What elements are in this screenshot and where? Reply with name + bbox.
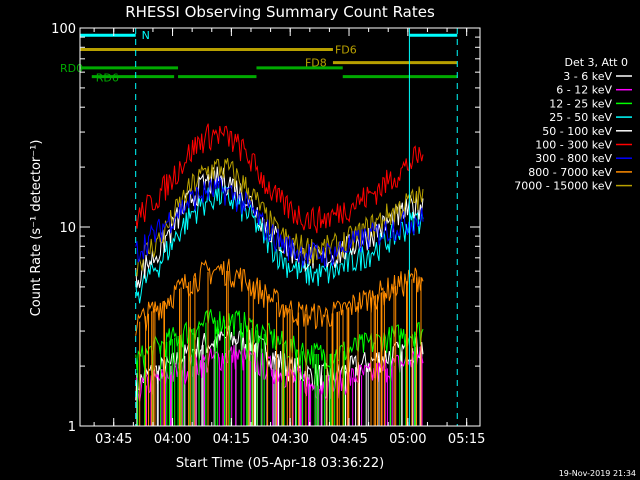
state-bar-n: N xyxy=(80,29,458,42)
state-bar-label: FD6 xyxy=(335,43,357,56)
series-800-7000-kev xyxy=(135,258,424,426)
series-300-800-kev xyxy=(135,175,424,268)
x-tick-label: 05:00 xyxy=(389,432,426,447)
series-25-50-kev xyxy=(135,182,424,304)
y-tick-label: 10 xyxy=(59,221,76,236)
legend-entry: 100 - 300 keV xyxy=(535,139,632,152)
legend-entry: 7000 - 15000 keV xyxy=(514,180,632,193)
legend-entry: 300 - 800 keV xyxy=(535,152,632,165)
legend-label: 50 - 100 keV xyxy=(542,125,612,138)
series-100-300-kev xyxy=(135,123,424,234)
x-tick-label: 03:45 xyxy=(95,432,132,447)
y-tick-label: 1 xyxy=(68,420,76,435)
legend-label: 25 - 50 keV xyxy=(549,111,612,124)
state-bar-rd0: RD0 xyxy=(60,62,343,75)
x-tick-label: 04:00 xyxy=(154,432,191,447)
x-axis-label: Start Time (05-Apr-18 03:36:22) xyxy=(176,456,384,471)
x-tick-label: 04:30 xyxy=(271,432,308,447)
series-line xyxy=(135,123,424,234)
legend-entry: 800 - 7000 keV xyxy=(528,166,632,179)
legend-label: 300 - 800 keV xyxy=(535,152,612,165)
state-bar-fd6: FD6 xyxy=(80,43,357,56)
legend-entry: 12 - 25 keV xyxy=(549,97,632,110)
footer-date: 19-Nov-2019 21:34 xyxy=(559,469,636,478)
plot-layer: N FD6 FD8 RD0 RD6 xyxy=(60,28,458,426)
state-bar-label: RD6 xyxy=(96,72,119,85)
x-tick-label: 04:45 xyxy=(330,432,367,447)
legend-label: 100 - 300 keV xyxy=(535,139,612,152)
legend-label: 3 - 6 keV xyxy=(563,70,612,83)
legend-entry: 3 - 6 keV xyxy=(563,70,632,83)
legend-entry: 6 - 12 keV xyxy=(556,84,632,97)
x-tick-label: 04:15 xyxy=(213,432,250,447)
state-bar-label: N xyxy=(142,29,150,42)
legend-label: 800 - 7000 keV xyxy=(528,166,612,179)
state-bar-label: RD0 xyxy=(60,62,83,75)
legend-label: 7000 - 15000 keV xyxy=(514,180,612,193)
legend-label: 12 - 25 keV xyxy=(549,97,612,110)
y-tick-label: 100 xyxy=(51,22,76,37)
legend-label: 6 - 12 keV xyxy=(556,84,612,97)
legend-entry: 50 - 100 keV xyxy=(542,125,632,138)
state-bar-fd8: FD8 xyxy=(305,57,458,70)
state-bar-label: FD8 xyxy=(305,57,327,70)
axes: 03:45 04:00 04:15 04:30 04:45 05:00 05:15 1 10 10… xyxy=(51,22,485,447)
series-line xyxy=(135,182,424,304)
state-bar-rd6: RD6 xyxy=(91,72,458,85)
legend-entry: 25 - 50 keV xyxy=(549,111,632,124)
x-tick-label: 05:15 xyxy=(448,432,485,447)
series-line xyxy=(135,175,424,268)
chart-title: RHESSI Observing Summary Count Rates xyxy=(125,3,435,21)
y-axis-label: Count Rate (s⁻¹ detector⁻¹) xyxy=(29,140,44,317)
legend-title: Det 3, Att 0 xyxy=(565,56,629,69)
